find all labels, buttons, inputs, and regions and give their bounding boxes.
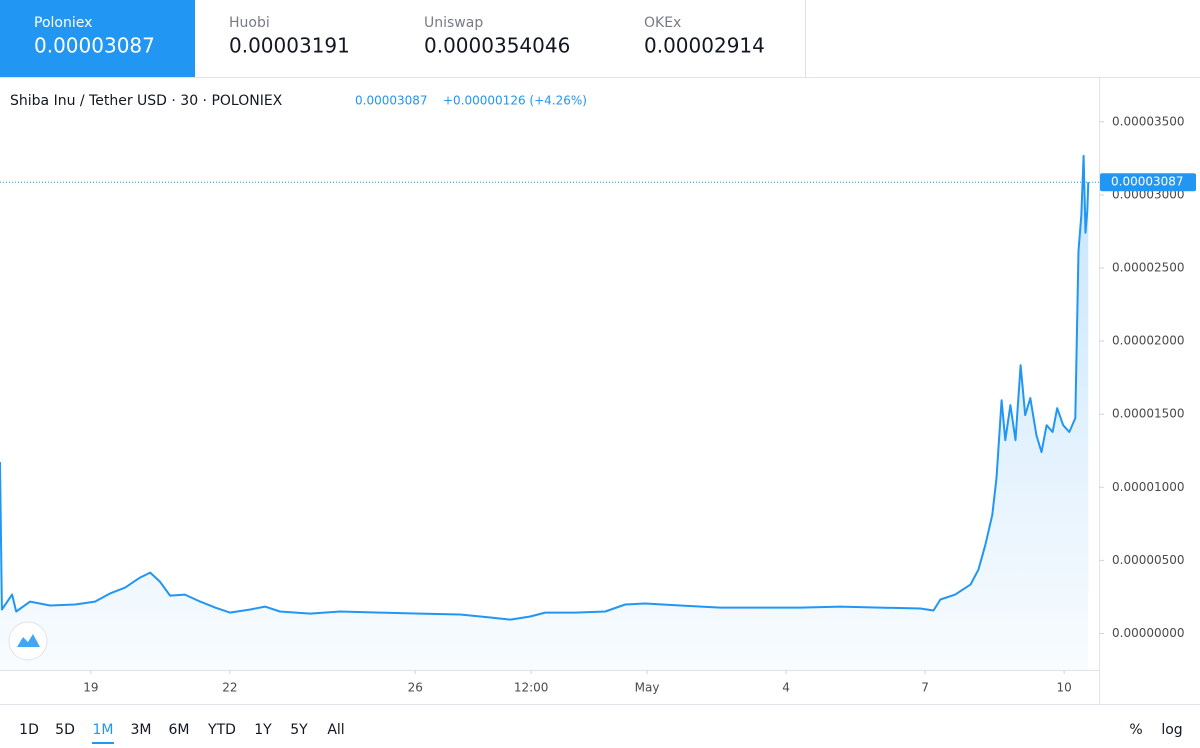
x-tick-label: 22 — [222, 681, 237, 695]
x-tick-label: May — [635, 681, 660, 695]
x-tick-label: 4 — [782, 681, 790, 695]
tab-name: Uniswap — [424, 15, 483, 31]
tab-price: 0.0000354046 — [424, 34, 570, 58]
x-tick-label: 7 — [921, 681, 929, 695]
tab[interactable] — [390, 0, 610, 77]
tab-name: OKEx — [644, 15, 681, 31]
y-tick-label: 0.00000500 — [1112, 553, 1185, 567]
y-tick-label: 0.00002000 — [1112, 334, 1185, 348]
last-price-badge — [1100, 173, 1196, 192]
line — [0, 154, 1090, 621]
tab-price: 0.00003191 — [229, 34, 350, 58]
x-tick-label: 19 — [83, 681, 98, 695]
y-tick-label: 0.00000000 — [1112, 626, 1185, 640]
range-button[interactable]: 5Y — [290, 722, 308, 738]
range-button[interactable]: 1Y — [254, 722, 272, 738]
tab[interactable] — [610, 0, 805, 77]
range-button[interactable]: YTD — [207, 722, 236, 738]
chart-title: Shiba Inu / Tether USD · 30 · POLONIEX — [10, 93, 283, 109]
plot — [0, 154, 1090, 670]
quote: 0.00003087 — [355, 94, 428, 108]
logo — [8, 621, 48, 661]
change: +0.00000126 (+4.26%) — [443, 94, 587, 108]
tab-price: 0.00003087 — [34, 34, 155, 58]
range-button[interactable]: 1M — [93, 722, 114, 738]
y-tick-label: 0.00003500 — [1112, 114, 1185, 128]
tab[interactable] — [195, 0, 390, 77]
x-tick-label: 26 — [408, 681, 423, 695]
last-price-label: 0.00003087 — [1111, 175, 1184, 189]
scale-option[interactable]: log — [1161, 722, 1182, 738]
range-button[interactable]: 1D — [19, 722, 39, 738]
range-button[interactable]: 3M — [131, 722, 152, 738]
tab[interactable] — [0, 0, 195, 77]
exchange-tabs: Poloniex 0.00003087 Huobi 0.00003191 Uniswap… — [0, 0, 806, 77]
range-underline — [92, 742, 114, 744]
tab-name: Huobi — [229, 15, 270, 31]
y-tick-label: 0.00001500 — [1112, 407, 1185, 421]
range-button[interactable]: 6M — [169, 722, 190, 738]
x-tick-label: 10 — [1057, 681, 1072, 695]
toolbar: 1D 5D 1M 3M 6M YTD 1Y 5Y All% log — [19, 722, 1183, 744]
scale-option[interactable]: % — [1129, 722, 1142, 738]
y-tick-label: 0.00002500 — [1112, 261, 1185, 275]
range-button[interactable]: 5D — [55, 722, 75, 738]
area — [0, 155, 1089, 670]
y-tick-label: 0.00001000 — [1112, 480, 1185, 494]
tab-price: 0.00002914 — [644, 34, 765, 58]
tab-name: Poloniex — [34, 15, 92, 31]
range-button[interactable]: All — [327, 722, 344, 738]
x-tick-label: 12:00 — [514, 681, 549, 695]
